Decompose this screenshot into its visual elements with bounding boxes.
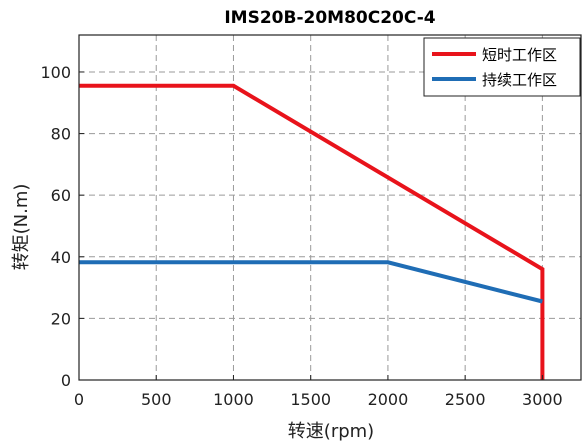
ticks: 0 500 1000 1500 2000 2500 3000 0 20 40 60 80 100: [40, 63, 562, 409]
series-layer: [79, 83, 545, 380]
y-tick-label: 60: [51, 186, 71, 205]
y-tick-label: 0: [61, 371, 71, 390]
legend-box: [423, 37, 581, 97]
y-tick-label: 100: [40, 63, 71, 82]
x-tick-label: 1000: [213, 390, 254, 409]
grid: [78, 35, 581, 381]
y-tick-label: 20: [51, 309, 71, 328]
x-tick-label: 0: [74, 390, 84, 409]
plot-frame: [78, 34, 582, 381]
legend-label: 持续工作区: [482, 71, 557, 89]
y-axis-label: 转矩(N.m): [11, 184, 32, 271]
x-tick-label: 2500: [445, 390, 486, 409]
y-tick-label: 80: [51, 125, 71, 144]
chart-title: IMS20B-20M80C20C-4: [224, 8, 435, 28]
series-line-1: [79, 260, 543, 304]
x-tick-label: 1500: [290, 390, 331, 409]
y-tick-label: 40: [51, 248, 71, 267]
x-tick-label: 2000: [368, 390, 409, 409]
x-tick-label: 3000: [522, 390, 563, 409]
series-line-0: [79, 83, 545, 380]
legend-label: 短时工作区: [482, 46, 557, 64]
x-tick-label: 500: [141, 390, 172, 409]
x-axis-label: 转速(rpm): [288, 421, 374, 442]
